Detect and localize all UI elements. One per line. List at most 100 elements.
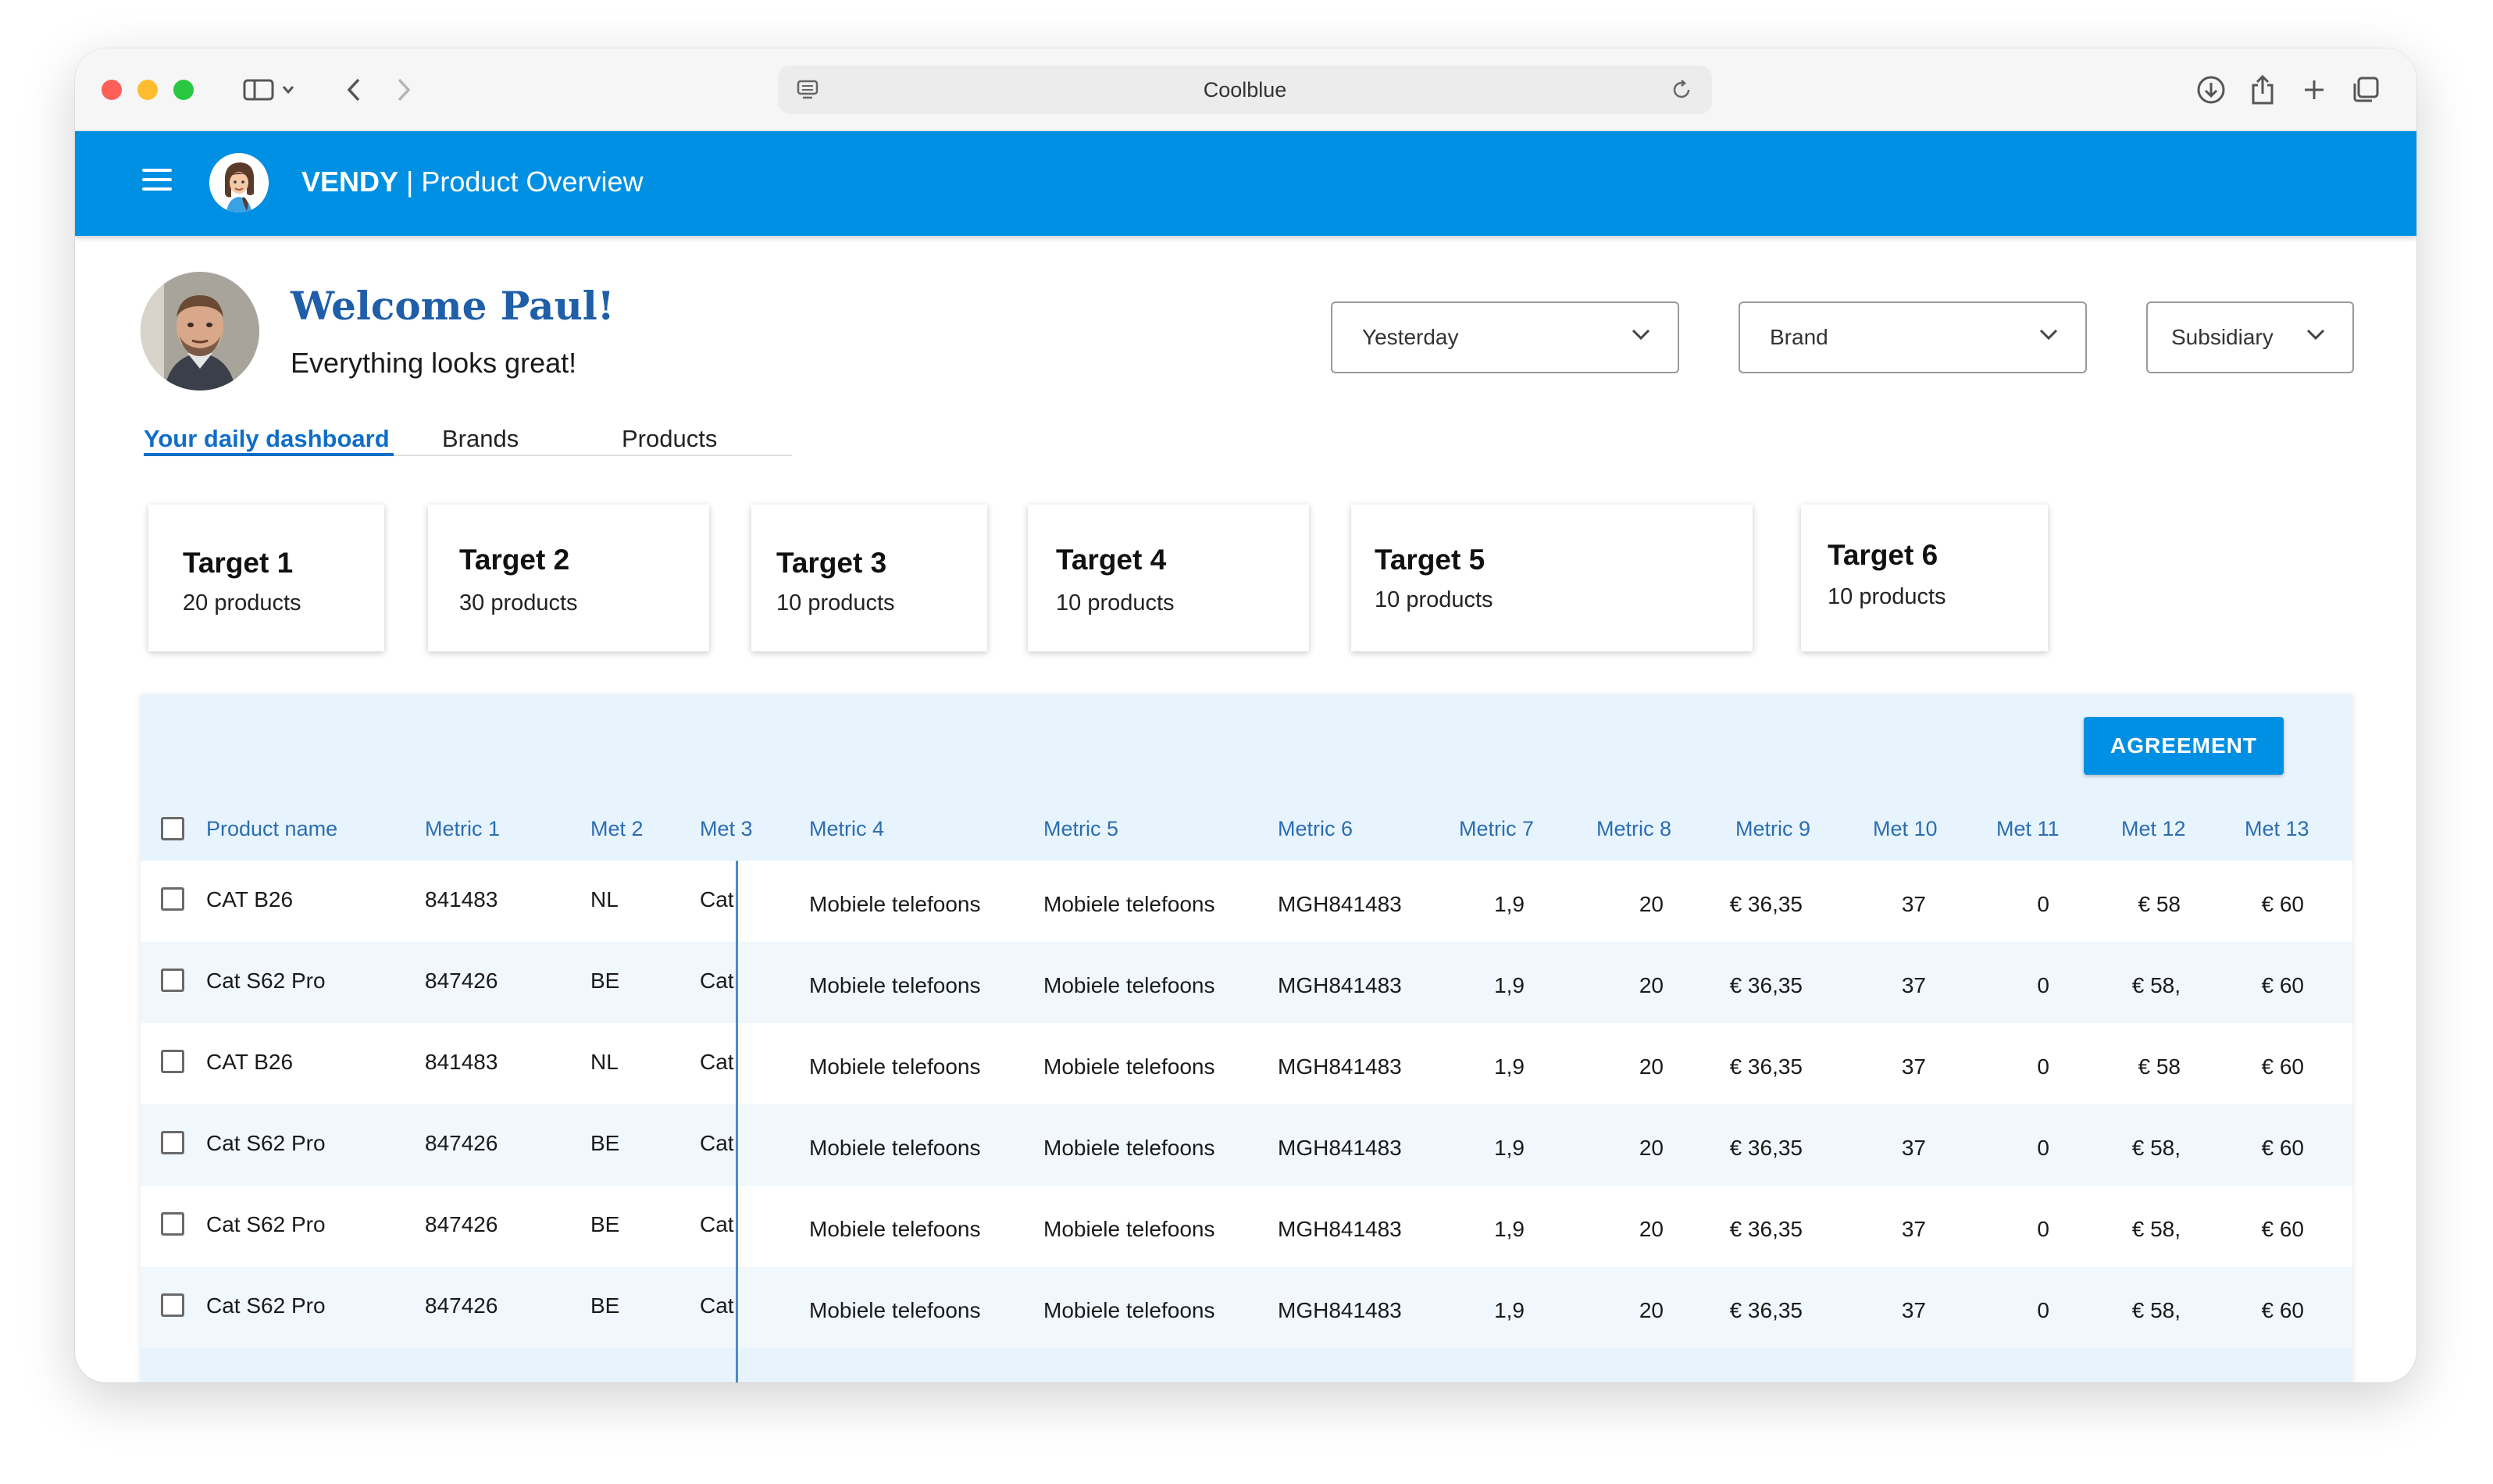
target-count: 10 products: [776, 590, 895, 615]
table-cell: € 58: [2138, 1054, 2181, 1079]
table-row[interactable]: Cat S62 Pro 847426 BE Cat Mobiele telefoons M…: [141, 942, 2352, 1023]
close-window-button[interactable]: [102, 80, 122, 100]
column-header[interactable]: Met 3: [700, 817, 753, 840]
chevron-right-icon: [398, 78, 411, 102]
table-cell: 37: [1901, 892, 1926, 916]
table-cell: BE: [590, 1131, 620, 1155]
column-header[interactable]: Metric 1: [425, 817, 501, 840]
table-cell: Cat S62 Pro: [206, 1131, 326, 1155]
column-header[interactable]: Metric 7: [1459, 817, 1535, 840]
row-checkbox[interactable]: [161, 1212, 184, 1236]
row-checkbox[interactable]: [161, 887, 184, 911]
target-card[interactable]: Target 1 20 products: [148, 505, 384, 651]
sidebar-toggle-button[interactable]: [228, 69, 312, 111]
row-checkbox[interactable]: [161, 1050, 184, 1073]
row-checkbox[interactable]: [161, 1131, 184, 1154]
table-cell: € 60: [2261, 1136, 2305, 1160]
target-card[interactable]: Target 4 10 products: [1028, 505, 1309, 651]
target-count: 10 products: [1375, 587, 1493, 612]
column-header[interactable]: Metric 4: [809, 817, 885, 840]
table-cell: Mobiele telefoons: [809, 1054, 981, 1079]
target-card[interactable]: Target 2 30 products: [428, 505, 709, 651]
row-checkbox[interactable]: [161, 969, 184, 992]
table-cell: € 36,35: [1729, 1298, 1803, 1322]
table-cell: 0: [2037, 892, 2049, 916]
table-cell: Mobiele telefoons: [1043, 892, 1215, 916]
table-cell: 1,9: [1494, 973, 1525, 997]
zoom-window-button[interactable]: [173, 80, 194, 100]
target-title: Target 6: [1828, 539, 1938, 571]
table-cell: 847426: [425, 969, 498, 993]
target-count: 10 products: [1056, 590, 1175, 615]
tab-products[interactable]: Products: [622, 425, 718, 452]
target-title: Target 1: [183, 547, 294, 579]
column-header[interactable]: Met 10: [1873, 817, 1938, 840]
table-row[interactable]: CAT B26 841483 NL Cat Mobiele telefoons Mobie…: [141, 1023, 2352, 1104]
address-bar[interactable]: Coolblue: [778, 66, 1712, 114]
period-select-value: Yesterday: [1362, 325, 1459, 349]
table-cell: 1,9: [1494, 1136, 1525, 1160]
forward-button[interactable]: [383, 69, 425, 111]
table-cell: NL: [590, 887, 619, 911]
table-cell: 20: [1639, 1136, 1664, 1160]
table-cell: Cat S62 Pro: [206, 1212, 326, 1236]
table-cell: 37: [1901, 973, 1926, 997]
brand-select[interactable]: Brand: [1739, 301, 2087, 373]
column-header[interactable]: Met 2: [590, 817, 644, 840]
reload-icon[interactable]: [1670, 78, 1693, 102]
table-cell: Mobiele telefoons: [1043, 1136, 1215, 1160]
menu-icon[interactable]: [142, 169, 172, 195]
column-header[interactable]: Met 12: [2121, 817, 2186, 840]
table-row[interactable]: CAT B26 841483 NL Cat Mobiele telefoons Mobie…: [141, 861, 2352, 942]
column-header[interactable]: Metric 8: [1596, 817, 1672, 840]
table-cell: Cat: [700, 1293, 734, 1318]
period-select[interactable]: Yesterday: [1331, 301, 1679, 373]
table-cell: 0: [2037, 973, 2049, 997]
column-header[interactable]: Metric 5: [1043, 817, 1119, 840]
minimize-window-button[interactable]: [137, 80, 158, 100]
select-all-checkbox[interactable]: [161, 817, 184, 840]
tab-daily-dashboard[interactable]: Your daily dashboard: [144, 425, 390, 452]
table-cell: Mobiele telefoons: [809, 1298, 981, 1322]
back-button[interactable]: [333, 69, 375, 111]
table-cell: Cat: [700, 1212, 734, 1236]
table-cell: 0: [2037, 1136, 2049, 1160]
table-cell: Mobiele telefoons: [809, 1136, 981, 1160]
column-header[interactable]: Product name: [206, 817, 338, 840]
column-header[interactable]: Metric 9: [1735, 817, 1811, 840]
table-cell: Cat S62 Pro: [206, 1293, 326, 1318]
table-cell: € 60: [2261, 892, 2305, 916]
column-header[interactable]: Met 13: [2245, 817, 2309, 840]
new-tab-button[interactable]: [2295, 70, 2334, 109]
share-button[interactable]: [2243, 70, 2282, 109]
table-cell: MGH841483: [1278, 1217, 1402, 1241]
table-row[interactable]: Cat S62 Pro 847426 BE Cat Mobiele telefoons M…: [141, 1186, 2352, 1267]
target-card[interactable]: Target 5 10 products: [1351, 505, 1753, 651]
plus-icon: [2305, 80, 2324, 99]
table-cell: 1,9: [1494, 1217, 1525, 1241]
table-cell: BE: [590, 1212, 620, 1236]
row-checkbox[interactable]: [161, 1293, 184, 1317]
downloads-button[interactable]: [2192, 70, 2231, 109]
welcome-subtitle: Everything looks great!: [291, 347, 577, 379]
table-row[interactable]: Cat S62 Pro 847426 BE Cat Mobiele telefoons M…: [141, 1267, 2352, 1348]
column-header[interactable]: Met 11: [1996, 817, 2060, 840]
table-cell: MGH841483: [1278, 1054, 1402, 1079]
target-card[interactable]: Target 6 10 products: [1801, 505, 2048, 651]
target-title: Target 4: [1056, 544, 1167, 576]
column-header[interactable]: Metric 6: [1278, 817, 1353, 840]
tab-brands[interactable]: Brands: [442, 425, 519, 452]
app-title-separator: |: [398, 166, 422, 198]
subsidiary-select[interactable]: Subsidiary: [2146, 301, 2354, 373]
table-row[interactable]: Cat S62 Pro 847426 BE Cat Mobiele telefoons M…: [141, 1104, 2352, 1186]
subsidiary-select-value: Subsidiary: [2171, 325, 2274, 349]
table-cell: 1,9: [1494, 892, 1525, 916]
table-cell: Cat S62 Pro: [206, 969, 326, 993]
target-card[interactable]: Target 3 10 products: [751, 505, 987, 651]
tab-overview-button[interactable]: [2346, 70, 2385, 109]
agreement-button[interactable]: AGREEMENT: [2084, 717, 2284, 775]
app-title: VENDY | Product Overview: [301, 166, 644, 198]
user-avatar: [141, 272, 259, 391]
sidebar-icon: [243, 79, 294, 101]
table-cell: € 60: [2261, 973, 2305, 997]
